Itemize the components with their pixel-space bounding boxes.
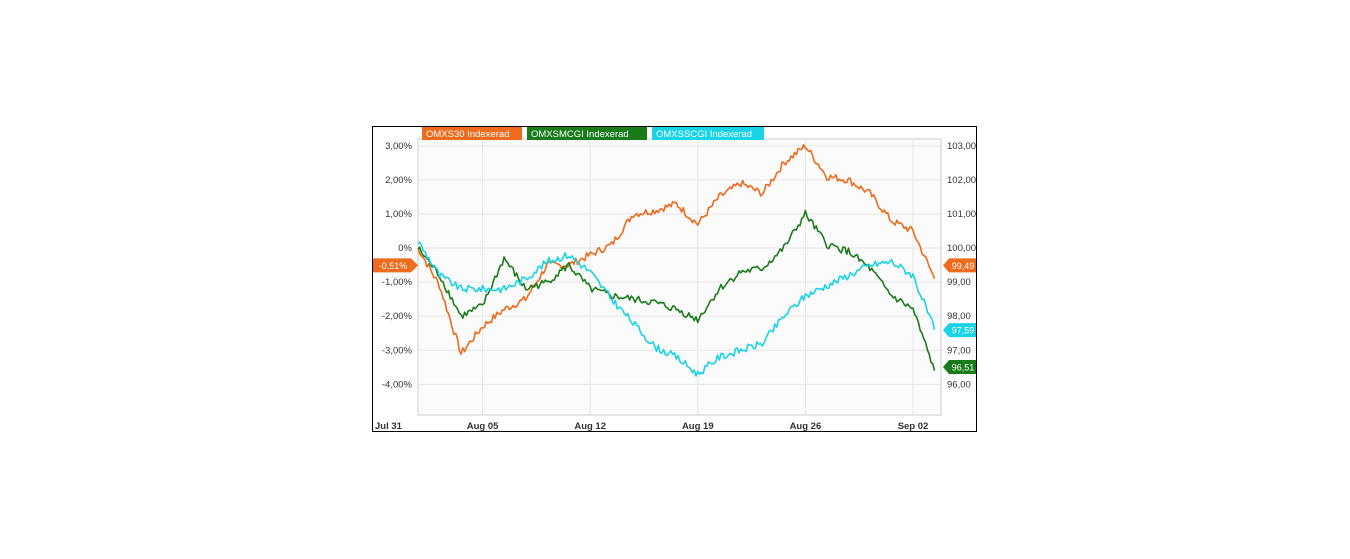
x-tick-label: Aug 05	[467, 421, 499, 431]
x-tick-label: Aug 19	[682, 421, 714, 431]
series-line-2	[417, 209, 936, 371]
plot-area	[417, 138, 942, 416]
legend-swatch	[422, 127, 522, 140]
x-tick-label: Sep 02	[898, 421, 929, 431]
y-tick-left: -1,00%	[382, 277, 413, 288]
y-tick-left: 1,00%	[385, 209, 412, 220]
legend-label: OMXS30 Indexerad	[426, 129, 509, 140]
y-tick-right: 97,00	[947, 345, 971, 356]
y-tick-left: 0%	[398, 243, 412, 254]
series-line-1	[417, 144, 936, 355]
y-tick-left: 3,00%	[385, 141, 412, 152]
series-value-badge	[943, 258, 976, 273]
left-value-label: -0,51%	[379, 261, 408, 271]
series-value-label: 99,49	[952, 261, 975, 271]
legend-swatch	[527, 127, 647, 140]
legend-label: OMXSSCGI Indexerad	[656, 129, 752, 140]
x-tick-label: Aug 12	[574, 421, 606, 431]
series-value-badge	[943, 323, 976, 338]
y-tick-left: -2,00%	[382, 311, 413, 322]
y-tick-right: 101,00	[947, 209, 976, 220]
y-tick-right: 96,00	[947, 379, 971, 390]
y-tick-left: 2,00%	[385, 175, 412, 186]
line-chart: 3,00% 103,00 2,00% 102,00 1,00% 101,00 0% 100,0…	[373, 127, 976, 431]
series-value-label: 97,59	[952, 326, 975, 336]
y-tick-left: -3,00%	[382, 345, 413, 356]
series-value-badge	[943, 359, 976, 374]
series-value-label: 96,51	[952, 362, 975, 372]
y-tick-right: 102,00	[947, 175, 976, 186]
y-tick-left: -4,00%	[382, 379, 413, 390]
legend-label: OMXSMCGI Indexerad	[531, 129, 629, 140]
series-line-3	[417, 241, 936, 377]
left-value-badge	[373, 258, 418, 273]
x-tick-label: Jul 31	[375, 421, 403, 431]
chart-frame: 3,00% 103,00 2,00% 102,00 1,00% 101,00 0% 100,0…	[372, 126, 977, 432]
y-tick-right: 103,00	[947, 141, 976, 152]
y-tick-right: 98,00	[947, 311, 971, 322]
x-tick-label: Aug 26	[790, 421, 822, 431]
y-tick-right: 100,00	[947, 243, 976, 254]
legend-swatch	[652, 127, 764, 140]
y-tick-right: 99,00	[947, 277, 971, 288]
